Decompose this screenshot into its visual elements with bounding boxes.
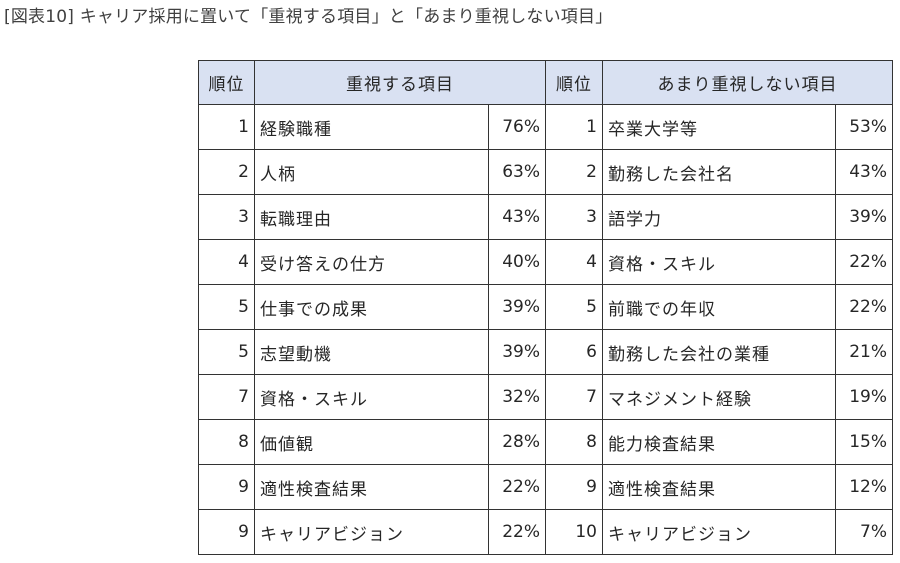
- left-rank-cell: 9: [198, 509, 255, 555]
- left-item-cell: 転職理由: [254, 194, 489, 240]
- table-row: 2 人柄 63% 2 勤務した会社名 43%: [198, 149, 893, 195]
- left-rank-cell: 8: [198, 419, 255, 465]
- right-percent-cell: 12%: [835, 464, 893, 510]
- left-rank-cell: 1: [198, 104, 255, 150]
- left-percent-cell: 28%: [488, 419, 546, 465]
- header-item-right: あまり重視しない項目: [602, 60, 893, 105]
- right-percent-cell: 53%: [835, 104, 893, 150]
- table-row: 1 経験職種 76% 1 卒業大学等 53%: [198, 104, 893, 150]
- left-rank-cell: 5: [198, 329, 255, 375]
- right-percent-cell: 22%: [835, 239, 893, 285]
- left-item-cell: 受け答えの仕方: [254, 239, 489, 285]
- right-item-cell: 適性検査結果: [602, 464, 836, 510]
- table-row: 3 転職理由 43% 3 語学力 39%: [198, 194, 893, 240]
- left-percent-cell: 63%: [488, 149, 546, 195]
- left-item-cell: 価値観: [254, 419, 489, 465]
- table-row: 7 資格・スキル 32% 7 マネジメント経験 19%: [198, 374, 893, 420]
- right-item-cell: マネジメント経験: [602, 374, 836, 420]
- left-item-cell: 人柄: [254, 149, 489, 195]
- table-header-row: 順位 重視する項目 順位 あまり重視しない項目: [198, 60, 893, 105]
- right-percent-cell: 7%: [835, 509, 893, 555]
- left-item-cell: 適性検査結果: [254, 464, 489, 510]
- left-rank-cell: 2: [198, 149, 255, 195]
- left-percent-cell: 39%: [488, 284, 546, 330]
- right-rank-cell: 2: [545, 149, 603, 195]
- left-percent-cell: 32%: [488, 374, 546, 420]
- right-percent-cell: 19%: [835, 374, 893, 420]
- right-rank-cell: 1: [545, 104, 603, 150]
- left-rank-cell: 3: [198, 194, 255, 240]
- header-rank-left: 順位: [198, 60, 255, 105]
- left-item-cell: 経験職種: [254, 104, 489, 150]
- left-percent-cell: 22%: [488, 464, 546, 510]
- table-row: 9 適性検査結果 22% 9 適性検査結果 12%: [198, 464, 893, 510]
- right-item-cell: 前職での年収: [602, 284, 836, 330]
- right-rank-cell: 8: [545, 419, 603, 465]
- left-item-cell: 資格・スキル: [254, 374, 489, 420]
- left-item-cell: 仕事での成果: [254, 284, 489, 330]
- left-rank-cell: 4: [198, 239, 255, 285]
- table-row: 9 キャリアビジョン 22% 10 キャリアビジョン 7%: [198, 509, 893, 555]
- right-percent-cell: 22%: [835, 284, 893, 330]
- left-percent-cell: 22%: [488, 509, 546, 555]
- right-item-cell: 勤務した会社の業種: [602, 329, 836, 375]
- right-percent-cell: 39%: [835, 194, 893, 240]
- left-percent-cell: 40%: [488, 239, 546, 285]
- header-item-left: 重視する項目: [254, 60, 546, 105]
- left-item-cell: 志望動機: [254, 329, 489, 375]
- right-item-cell: 資格・スキル: [602, 239, 836, 285]
- right-rank-cell: 5: [545, 284, 603, 330]
- right-rank-cell: 10: [545, 509, 603, 555]
- left-rank-cell: 9: [198, 464, 255, 510]
- table-row: 8 価値観 28% 8 能力検査結果 15%: [198, 419, 893, 465]
- left-rank-cell: 7: [198, 374, 255, 420]
- left-rank-cell: 5: [198, 284, 255, 330]
- right-item-cell: キャリアビジョン: [602, 509, 836, 555]
- table-row: 4 受け答えの仕方 40% 4 資格・スキル 22%: [198, 239, 893, 285]
- header-rank-right: 順位: [545, 60, 603, 105]
- right-item-cell: 勤務した会社名: [602, 149, 836, 195]
- table-row: 5 仕事での成果 39% 5 前職での年収 22%: [198, 284, 893, 330]
- left-percent-cell: 39%: [488, 329, 546, 375]
- left-percent-cell: 43%: [488, 194, 546, 240]
- left-percent-cell: 76%: [488, 104, 546, 150]
- right-percent-cell: 21%: [835, 329, 893, 375]
- ranking-table: 順位 重視する項目 順位 あまり重視しない項目 1 経験職種 76% 1 卒業大学等 53…: [198, 60, 893, 555]
- right-rank-cell: 9: [545, 464, 603, 510]
- right-percent-cell: 15%: [835, 419, 893, 465]
- table-row: 5 志望動機 39% 6 勤務した会社の業種 21%: [198, 329, 893, 375]
- figure-caption: [図表10] キャリア採用に置いて「重視する項目」と「あまり重視しない項目」: [4, 7, 613, 27]
- right-item-cell: 能力検査結果: [602, 419, 836, 465]
- right-item-cell: 語学力: [602, 194, 836, 240]
- left-item-cell: キャリアビジョン: [254, 509, 489, 555]
- right-rank-cell: 7: [545, 374, 603, 420]
- right-item-cell: 卒業大学等: [602, 104, 836, 150]
- table-body: 1 経験職種 76% 1 卒業大学等 53% 2 人柄 63% 2 勤務した会社名 43% 3 転職理由 4…: [198, 104, 893, 555]
- right-percent-cell: 43%: [835, 149, 893, 195]
- right-rank-cell: 6: [545, 329, 603, 375]
- right-rank-cell: 3: [545, 194, 603, 240]
- right-rank-cell: 4: [545, 239, 603, 285]
